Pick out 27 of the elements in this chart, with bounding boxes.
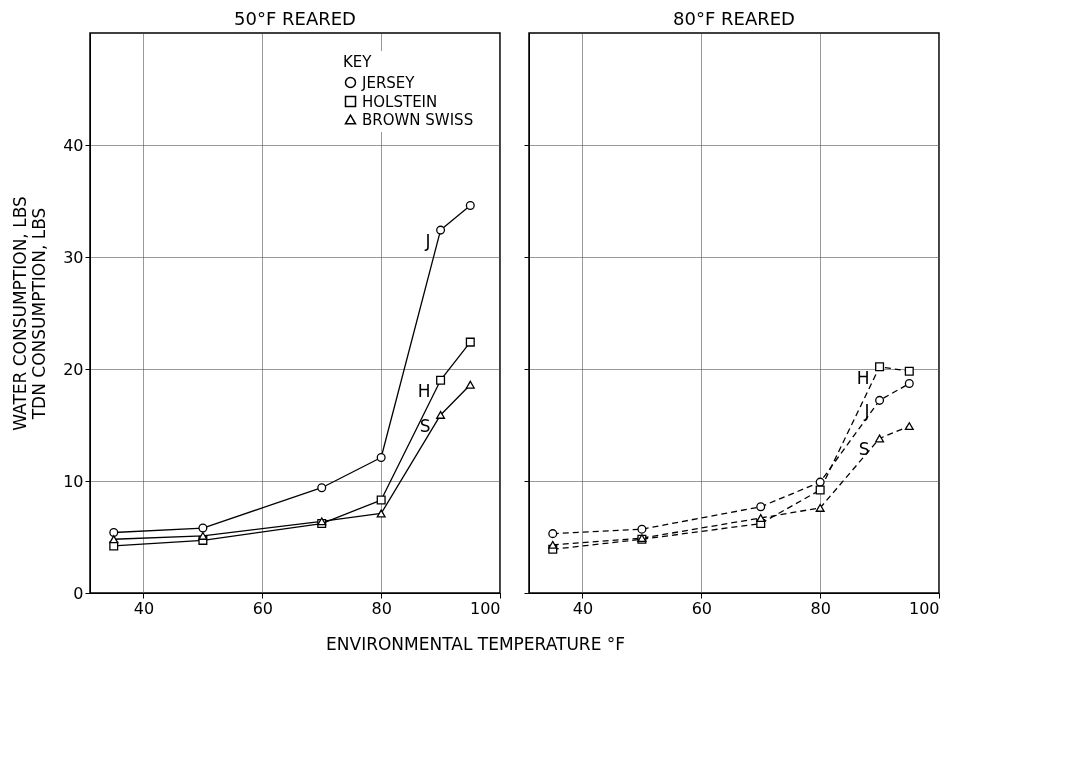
y-tick-label: 0 [73,583,84,603]
x-tick-label: 80 [371,598,392,618]
x-axis-title: ENVIRONMENTAL TEMPERATURE °F [326,633,626,654]
chart-title: 80°F REARED [673,8,795,29]
x-tick-label: 40 [572,598,594,618]
annotation: H [856,367,870,388]
chart-title: 50°F REARED [234,8,356,29]
y-axis-title: WATER CONSUMPTION, LBS TDN CONSUMPTION, LBS [10,196,50,431]
x-tick-label: 100 [908,598,940,618]
x-tick-label: 100 [469,598,501,618]
y-tick-label: 40 [63,135,84,155]
y-tick-label: 30 [63,247,84,267]
x-tick-label: 40 [133,598,155,618]
annotation: J [863,401,870,422]
legend-title: KEY [343,53,373,71]
y-tick-label: 10 [63,471,84,491]
x-tick-label: 60 [691,598,712,618]
legend-label: HOLSTEIN [362,92,438,111]
x-tick-label: 60 [252,598,273,618]
annotation: J [424,231,431,252]
x-tick-label: 80 [810,598,831,618]
y-tick-label: 20 [63,359,84,379]
annotation: H [417,381,431,402]
annotation: S [419,415,431,436]
legend-label: BROWN SWISS [362,110,474,129]
legend-label: JERSEY [361,73,416,92]
annotation: S [858,439,870,460]
